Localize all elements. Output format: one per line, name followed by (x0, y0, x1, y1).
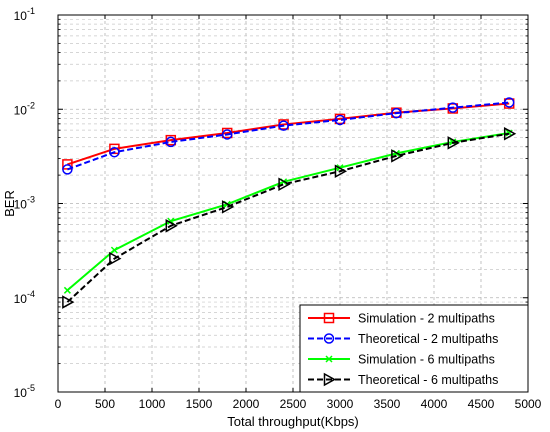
data-point (221, 129, 233, 140)
data-point (62, 164, 73, 175)
legend-entry-label: Simulation - 6 multipaths (358, 353, 495, 367)
data-point (447, 136, 460, 150)
data-point (503, 97, 515, 108)
x-tick-label: 1500 (186, 397, 213, 411)
data-point (334, 114, 346, 126)
x-tick-label: 3500 (374, 397, 401, 411)
series-line (66, 132, 510, 303)
legend-swatch-marker (323, 333, 335, 344)
series-line (67, 101, 510, 171)
y-axis-label: BER (2, 190, 17, 217)
data-point (110, 246, 118, 254)
x-tick-label: 2500 (280, 397, 307, 411)
x-tick-label: 500 (95, 397, 115, 411)
data-point (391, 149, 404, 163)
data-point (165, 136, 177, 148)
data-point (62, 295, 75, 309)
data-point (109, 143, 120, 155)
data-point (165, 219, 178, 233)
legend-swatch-marker (323, 312, 335, 324)
x-tick-label: 1000 (139, 397, 166, 411)
legend-entry-label: Theoretical - 6 multipaths (358, 373, 498, 387)
legend-entry-label: Theoretical - 2 multipaths (358, 332, 498, 346)
data-point (278, 120, 289, 131)
data-point (109, 146, 120, 158)
data-point (334, 164, 348, 178)
data-point (447, 102, 459, 113)
axis-ticks: 0 500 1000 1500 2000 2500 3000 3500 4000 4500 5000… (14, 6, 542, 411)
y-tick-label: 10-1 (14, 6, 35, 23)
data-point (503, 126, 517, 141)
data-point (109, 251, 122, 266)
y-tick-label: 10-4 (14, 289, 35, 306)
data-point (63, 286, 71, 294)
series-2 (62, 97, 515, 175)
y-tick-label: 10-3 (14, 195, 35, 212)
x-tick-label: 5000 (515, 397, 542, 411)
legend-swatch-marker (325, 355, 333, 363)
data-point (391, 107, 402, 119)
x-axis-label: Total throughput(Kbps) (227, 414, 359, 429)
series-layer (62, 97, 517, 309)
series-4 (62, 126, 517, 309)
y-tick-label: 10-5 (14, 383, 35, 400)
legend-swatch-marker (323, 372, 337, 387)
x-tick-label: 0 (55, 397, 62, 411)
y-tick-label: 10-2 (14, 100, 35, 117)
legend-box (299, 304, 529, 393)
x-tick-label: 4000 (421, 397, 448, 411)
x-tick-label: 4500 (468, 397, 495, 411)
x-tick-label: 3000 (327, 397, 354, 411)
legend: Simulation - 2 multipaths Theoretical - 2… (299, 304, 529, 393)
x-tick-label: 2000 (233, 397, 260, 411)
data-point (221, 200, 235, 214)
legend-entry-label: Simulation - 2 multipaths (358, 312, 495, 326)
data-point (278, 177, 291, 192)
